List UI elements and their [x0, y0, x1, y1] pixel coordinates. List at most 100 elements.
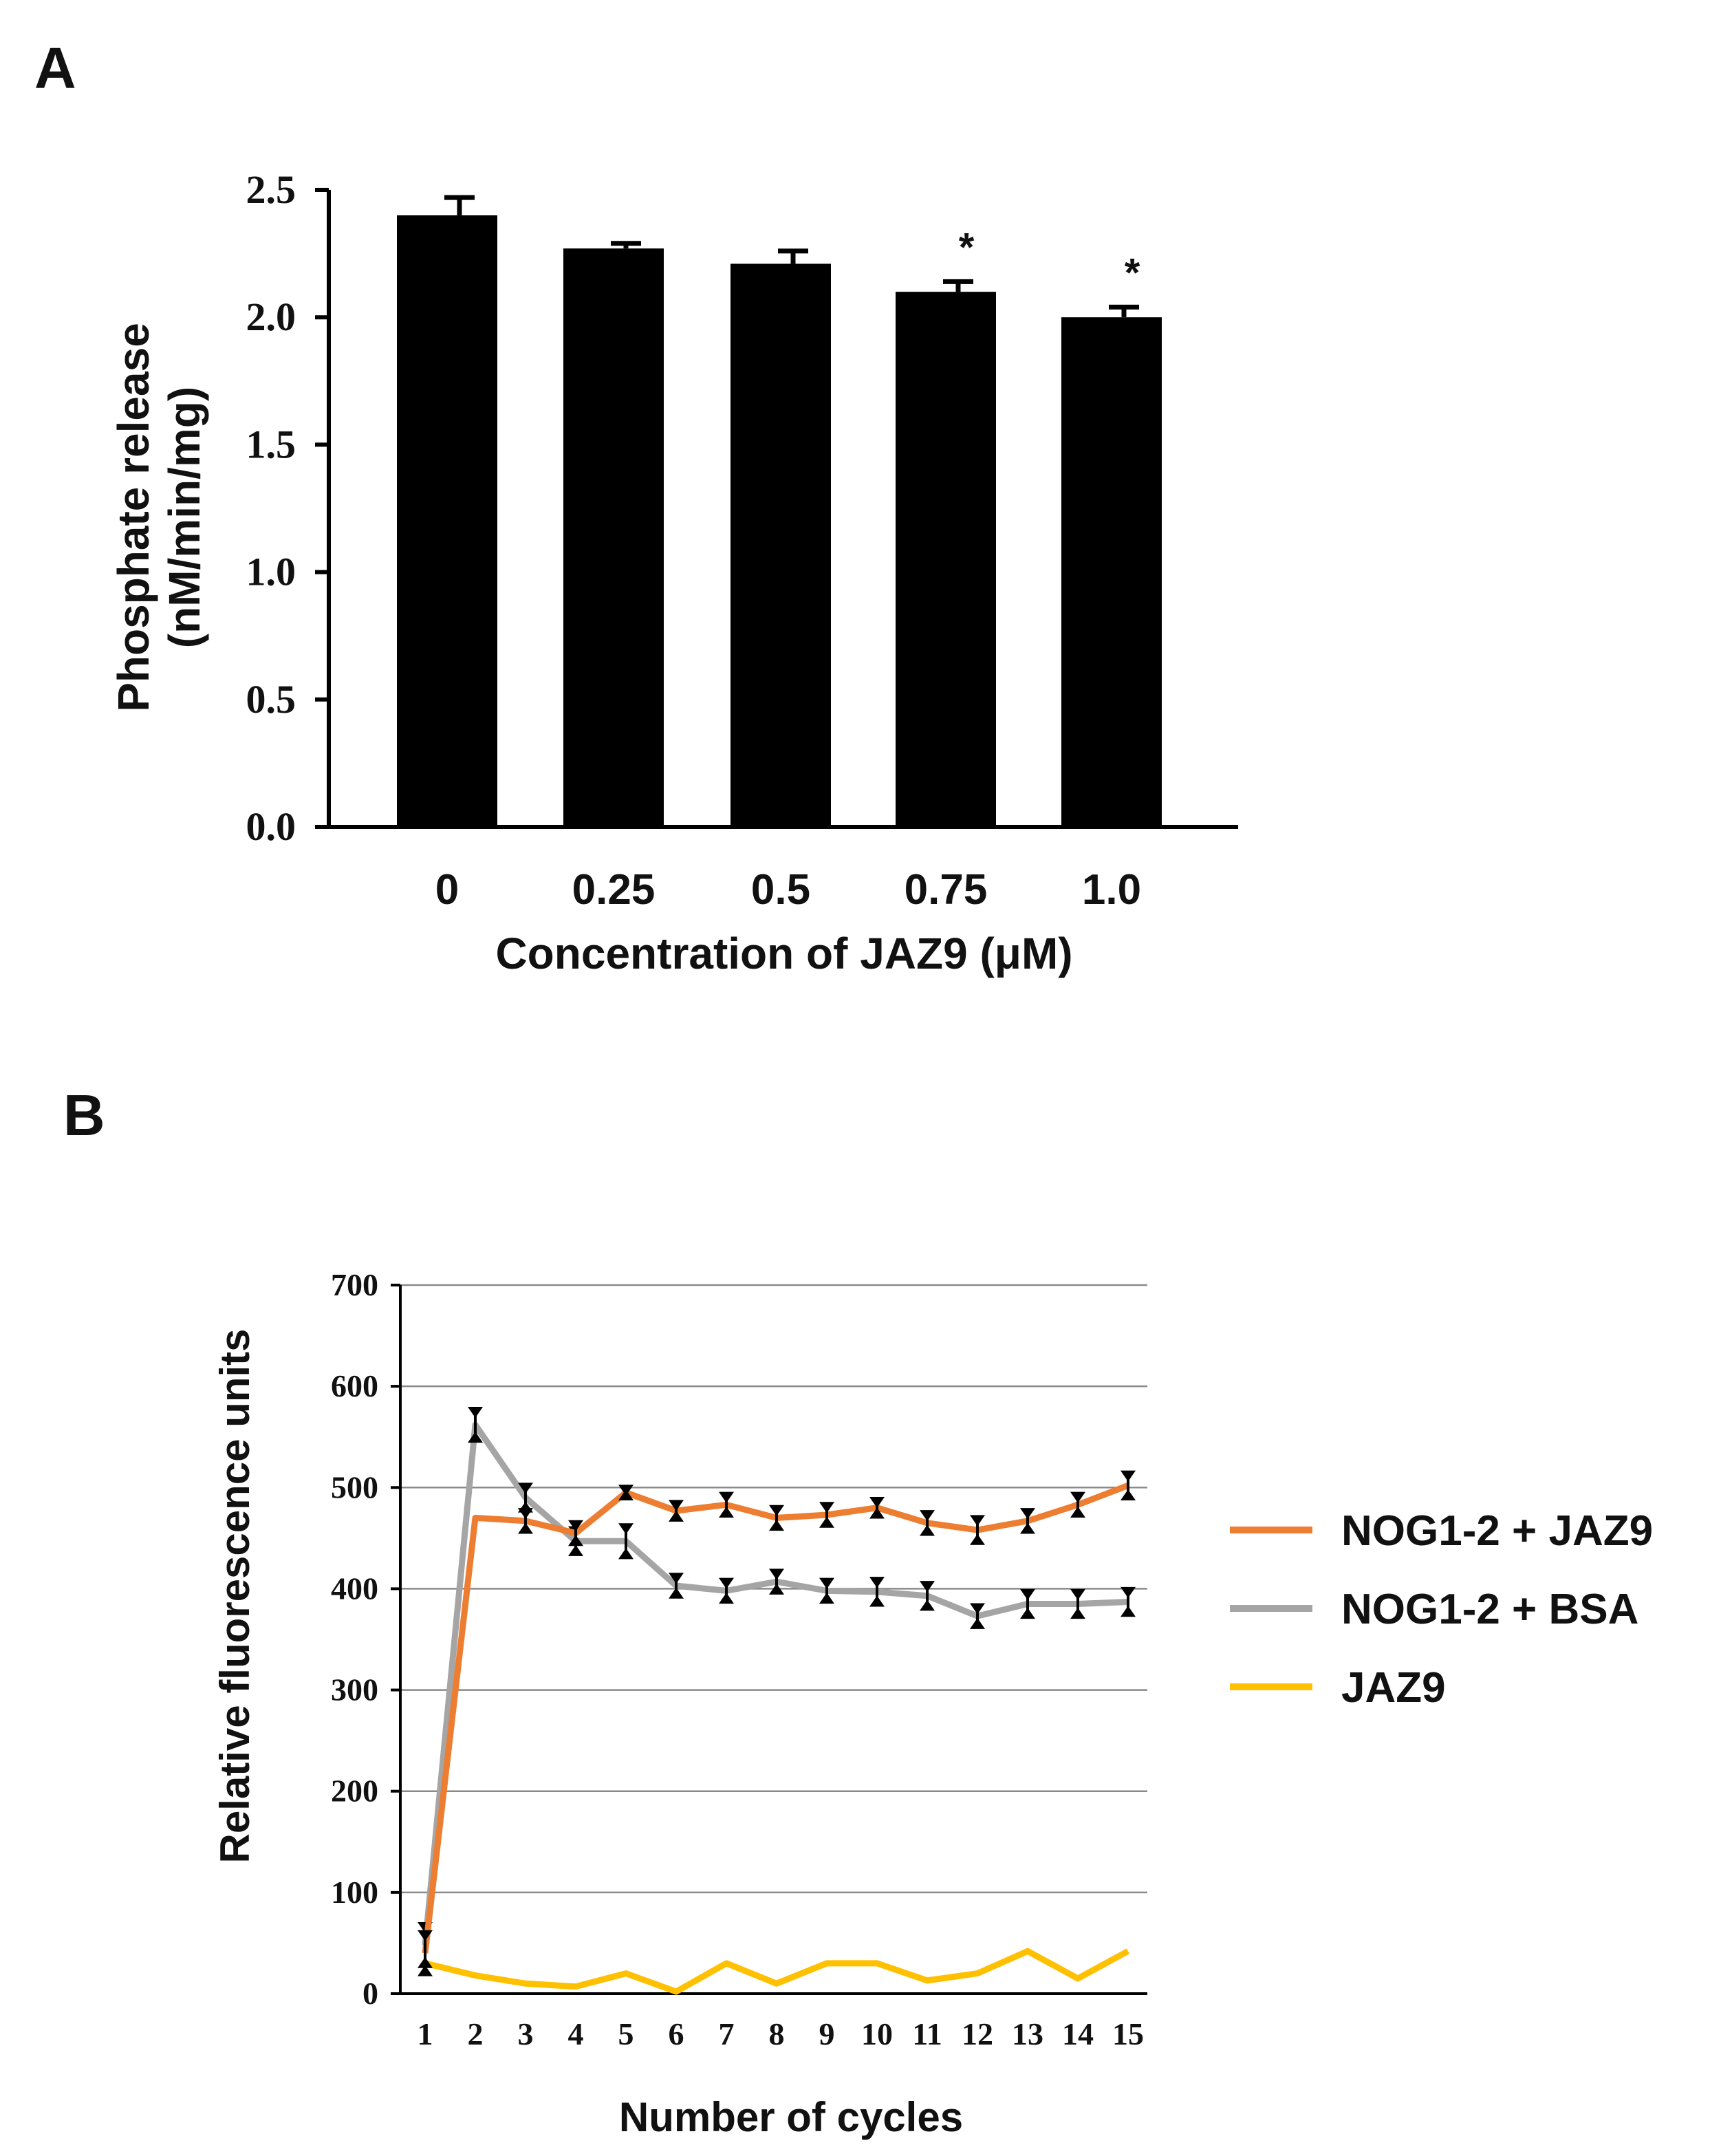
- series-line: [422, 1421, 1129, 1945]
- error-bar-cap-top: [1020, 1588, 1035, 1600]
- error-bar-cap-bottom: [920, 1599, 935, 1611]
- series-line: [424, 1948, 1130, 1995]
- x-tick-label: 1.0: [1082, 866, 1141, 914]
- x-tick-label: 13: [1012, 2016, 1043, 2051]
- y-tick-label: 1.5: [246, 422, 296, 466]
- error-bar-cap-bottom: [1070, 1507, 1085, 1518]
- error-bar-cap-bottom: [618, 1489, 634, 1500]
- error-bar-cap-bottom: [819, 1593, 834, 1604]
- series-nog1-2-jaz9: [418, 1470, 1136, 1976]
- error-bar-cap-bottom: [819, 1516, 834, 1528]
- error-bar-cap-bottom: [769, 1520, 784, 1531]
- x-tick-label: 15: [1112, 2016, 1144, 2051]
- error-bar-cap-bottom: [518, 1522, 533, 1534]
- y-tick-label: 0.0: [246, 804, 296, 849]
- error-bar-cap-bottom: [418, 1965, 433, 1976]
- error-bar-cap-top: [869, 1496, 885, 1508]
- y-axis-tick-labels: 0 100 200 300 400 500 600 700: [331, 1267, 400, 2011]
- error-bar-cap-bottom: [769, 1583, 784, 1595]
- error-bar-cap-top: [618, 1523, 634, 1535]
- y-tick-label: 200: [331, 1774, 378, 1809]
- error-bar-cap-top: [518, 1483, 533, 1494]
- x-axis-tick-labels: 1 2 3 4 5 6 7 8 9 10 11 12 13 14 15: [418, 2016, 1145, 2051]
- error-bar-cap-bottom: [1020, 1608, 1035, 1619]
- x-tick-label: 10: [861, 2016, 893, 2051]
- y-axis-title-line2: (nM/min/mg): [160, 387, 209, 648]
- legend-label: NOG1-2 + BSA: [1341, 1586, 1638, 1633]
- x-tick-label: 5: [618, 2016, 634, 2051]
- error-bar-cap-top: [468, 1406, 483, 1418]
- error-bar-cap-top: [1020, 1508, 1035, 1520]
- error-bar-cap-bottom: [468, 1432, 483, 1443]
- y-tick-label: 1.0: [246, 550, 296, 594]
- x-axis-title: Number of cycles: [619, 2094, 963, 2140]
- bar-0.75: [896, 292, 996, 827]
- y-tick-label: 300: [331, 1672, 378, 1707]
- error-bar-cap-bottom: [669, 1587, 684, 1599]
- bar-0.5: [730, 263, 831, 827]
- error-bar-cap-bottom: [869, 1507, 885, 1519]
- panel-b-label: B: [63, 1083, 105, 1147]
- y-tick-label: 400: [331, 1571, 378, 1606]
- x-tick-label: 1: [418, 2016, 433, 2051]
- bar-chart: 0.00.51.01.52.02.5 ** 0 0.25 0.5 0.75 1.0 Co…: [109, 167, 1238, 978]
- x-tick-label: 9: [819, 2016, 835, 2051]
- error-bar-cap-bottom: [1121, 1606, 1136, 1617]
- series-jaz9: [424, 1948, 1130, 1995]
- error-bar-cap-bottom: [568, 1544, 583, 1556]
- x-tick-label: 8: [769, 2016, 785, 2051]
- error-bar-cap-top: [518, 1508, 533, 1520]
- y-tick-label: 0.5: [246, 677, 296, 722]
- error-bar-cap-top: [1070, 1588, 1085, 1600]
- axes: [320, 190, 1238, 829]
- y-axis-title-line1: Phosphate release: [109, 323, 158, 712]
- significance-marker: *: [1125, 250, 1140, 295]
- panel-a-label: A: [34, 36, 76, 100]
- x-tick-label: 0.25: [572, 866, 656, 914]
- y-axis-title: Phosphate release (nM/min/mg): [109, 323, 209, 712]
- x-tick-label: 0.75: [905, 866, 988, 914]
- x-tick-label: 12: [962, 2016, 993, 2051]
- bar-1.0: [1061, 317, 1162, 827]
- error-bar-cap-top: [769, 1505, 784, 1516]
- y-tick-label: 2.5: [246, 167, 296, 212]
- error-bar-cap-bottom: [869, 1595, 885, 1607]
- bar-0.25: [563, 248, 664, 827]
- significance-marker: *: [959, 225, 975, 270]
- error-bar-cap-top: [418, 1930, 433, 1941]
- error-bar-cap-top: [819, 1577, 834, 1589]
- legend-label: JAZ9: [1341, 1664, 1446, 1712]
- x-tick-label: 2: [468, 2016, 484, 2051]
- error-bar-cap-top: [819, 1502, 834, 1513]
- x-tick-label: 11: [912, 2016, 942, 2051]
- error-bar-cap-bottom: [920, 1524, 935, 1536]
- error-bar-cap-top: [669, 1500, 684, 1511]
- series: [418, 1406, 1136, 1995]
- series-line: [422, 1483, 1129, 1954]
- error-bar-cap-top: [920, 1510, 935, 1522]
- y-tick-label: 600: [331, 1368, 378, 1403]
- error-bar-cap-top: [719, 1577, 734, 1589]
- error-bar-cap-bottom: [970, 1617, 985, 1629]
- error-bar-cap-bottom: [669, 1510, 684, 1522]
- x-tick-label: 7: [719, 2016, 735, 2051]
- x-tick-label: 0: [435, 866, 459, 914]
- error-bar-cap-top: [1121, 1470, 1136, 1482]
- x-tick-label: 0.5: [751, 866, 810, 914]
- error-bar-cap-top: [719, 1491, 734, 1503]
- y-tick-label: 100: [331, 1875, 378, 1910]
- x-tick-label: 6: [669, 2016, 684, 2051]
- x-axis-tick-labels: 0 0.25 0.5 0.75 1.0: [435, 866, 1141, 914]
- error-bar-cap-bottom: [618, 1548, 634, 1560]
- error-bar-cap-bottom: [719, 1593, 734, 1604]
- error-bar-cap-bottom: [970, 1533, 985, 1545]
- error-bar-cap-top: [869, 1577, 885, 1588]
- error-bar-cap-bottom: [1020, 1522, 1035, 1534]
- legend-label: NOG1-2 + JAZ9: [1341, 1507, 1653, 1555]
- error-bar-cap-bottom: [1070, 1608, 1085, 1619]
- error-bar-cap-bottom: [719, 1507, 734, 1518]
- y-tick-label: 500: [331, 1469, 378, 1505]
- y-tick-label: 0: [362, 1976, 378, 2011]
